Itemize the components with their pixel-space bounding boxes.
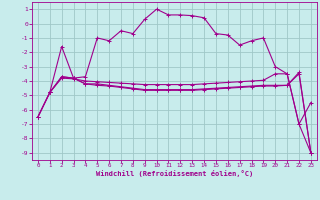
X-axis label: Windchill (Refroidissement éolien,°C): Windchill (Refroidissement éolien,°C) [96, 170, 253, 177]
